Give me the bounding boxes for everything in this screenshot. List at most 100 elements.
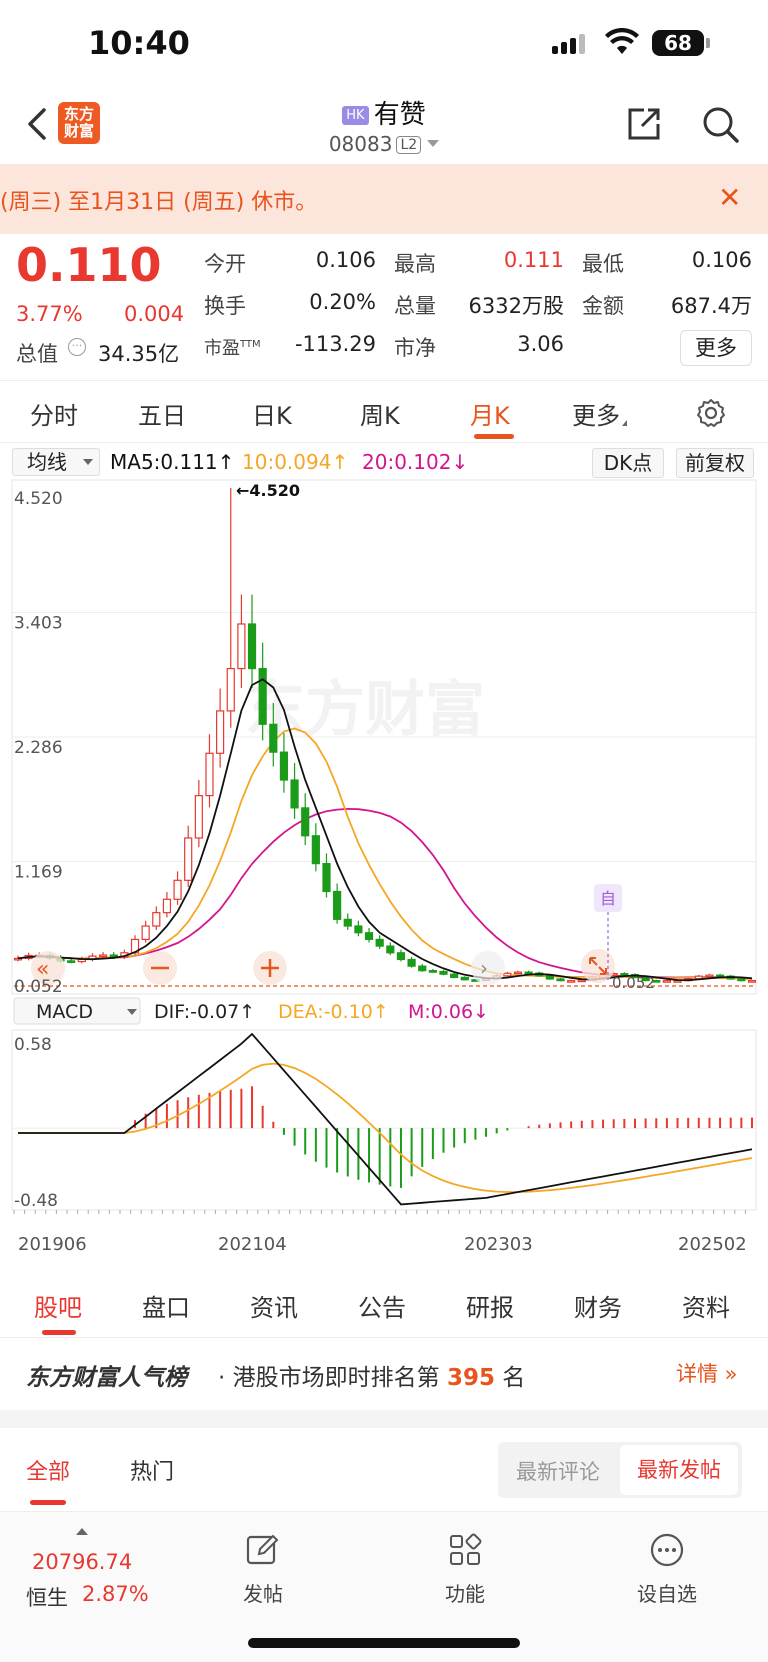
change-percent: 3.77%: [16, 302, 83, 326]
close-icon[interactable]: ✕: [718, 181, 742, 214]
indicator-select[interactable]: 均线: [12, 448, 100, 476]
brand-logo-icon[interactable]: 东方 财富: [58, 102, 100, 144]
grid-icon: [450, 1533, 482, 1565]
macd-frame: [11, 1029, 757, 1211]
zoom-in-button[interactable]: [253, 951, 287, 985]
y-tick-label: 4.520: [14, 489, 63, 509]
macd-select[interactable]: [13, 997, 141, 1025]
share-icon[interactable]: [624, 104, 664, 148]
tab-weekly-k[interactable]: 周K: [360, 402, 400, 430]
time-axis-ticks: [13, 1210, 746, 1214]
amount-value: 687.4万: [670, 294, 752, 318]
open-label: 今开: [204, 252, 246, 276]
ma10-label: 10:0.094↑: [242, 450, 349, 474]
ma5-label: MA5:0.111↑: [110, 450, 235, 474]
candle-body: [737, 978, 746, 982]
level-badge: L2: [396, 136, 422, 154]
scroll-left-button[interactable]: «: [31, 951, 65, 985]
zoom-out-button[interactable]: [143, 951, 177, 985]
candle-body: [216, 710, 225, 754]
candle-body: [747, 980, 757, 983]
tab-forum[interactable]: 股吧: [34, 1294, 82, 1322]
scroll-right-button[interactable]: ›: [471, 951, 505, 985]
stock-code-row[interactable]: 08083 L2: [0, 132, 768, 156]
tab-hot[interactable]: 热门: [130, 1460, 175, 1485]
x-tick-label: 202104: [218, 1234, 287, 1255]
y-tick-label: 3.403: [14, 614, 63, 634]
y-tick-label: 1.169: [14, 863, 63, 883]
self-select-marker[interactable]: 自: [594, 884, 622, 980]
tab-news[interactable]: 资讯: [250, 1294, 298, 1322]
period-tabs: 分时 五日 日K 周K 月K 更多: [0, 388, 768, 440]
edit-icon: [246, 1534, 279, 1565]
tab-orderbook[interactable]: 盘口: [142, 1294, 190, 1322]
tab-more[interactable]: 更多: [572, 396, 627, 431]
gear-icon[interactable]: [696, 398, 726, 432]
ma20-label: 20:0.102↓: [362, 450, 469, 474]
candle-body: [439, 970, 448, 975]
candle-body: [364, 932, 374, 941]
sort-latest-comment[interactable]: 最新评论: [516, 1460, 600, 1484]
tab-financials[interactable]: 财务: [574, 1294, 622, 1322]
candle-body: [205, 752, 214, 797]
tab-intraday[interactable]: 分时: [30, 402, 78, 430]
low-value: 0.106: [691, 248, 752, 272]
candle-body: [513, 971, 523, 975]
tab-daily-k[interactable]: 日K: [252, 402, 292, 430]
current-price-tag: 0.052: [612, 974, 655, 992]
pb-label: 市净: [394, 336, 436, 360]
tab-five-day[interactable]: 五日: [138, 402, 186, 430]
add-watchlist-button[interactable]: 设自选: [622, 1532, 712, 1607]
tab-research[interactable]: 研报: [466, 1294, 514, 1322]
tab-monthly-k[interactable]: 月K: [470, 402, 510, 430]
watermark: 东方财富: [245, 675, 485, 745]
current-price-axis-label: 0.052: [14, 977, 63, 997]
ma5-line: [17, 678, 753, 982]
rank-detail-link[interactable]: 详情 »: [676, 1362, 738, 1386]
pe-value: -113.29: [294, 332, 376, 356]
more-button[interactable]: 更多: [680, 330, 752, 366]
nav-bar: 东方 财富 HK 有赞 08083 L2: [0, 90, 768, 164]
candle-body: [141, 925, 150, 941]
price-axis-labels: 4.520 3.403 2.286 1.169: [14, 489, 63, 883]
popularity-rank-banner[interactable]: 东方财富人气榜 · 港股市场即时排名第 395 名 详情 »: [0, 1338, 768, 1410]
dk-point-button[interactable]: DK点: [592, 448, 664, 478]
tab-all[interactable]: 全部: [26, 1460, 71, 1485]
post-button[interactable]: 发帖: [218, 1532, 308, 1607]
svg-text:自: 自: [600, 889, 616, 908]
search-icon[interactable]: [700, 104, 740, 148]
candle-body: [577, 979, 586, 983]
info-icon[interactable]: ···: [68, 338, 86, 356]
tab-announcements[interactable]: 公告: [358, 1294, 406, 1322]
adjust-button[interactable]: 前复权: [676, 448, 754, 478]
back-icon[interactable]: [22, 104, 52, 144]
sort-toggle: 最新评论 最新发帖: [498, 1442, 742, 1498]
candle-body: [503, 972, 512, 977]
index-name: 恒生: [26, 1586, 68, 1610]
quote-panel: 0.110 3.77% 0.004 总值 ··· 34.35亿 今开 0.106…: [0, 234, 768, 380]
battery-icon: 68: [652, 30, 704, 56]
functions-button[interactable]: 功能: [420, 1532, 510, 1607]
svg-text:›: ›: [480, 956, 488, 980]
macd-max-label: 0.58: [14, 1035, 52, 1055]
divider: [0, 442, 768, 443]
section-tabs: 股吧 盘口 资讯 公告 研报 财务 资料: [0, 1278, 768, 1338]
candle-body: [279, 751, 289, 781]
pe-label: 市盈TTM: [204, 338, 261, 359]
kline-chart[interactable]: 东方财富 4.520 3.403 2.286 1.169 ←4.520 « › 0.0…: [0, 478, 768, 1268]
candle-body: [301, 807, 310, 837]
volume-value: 6332万股: [468, 294, 564, 318]
section-gap: [0, 1410, 768, 1428]
sort-latest-post[interactable]: 最新发帖: [620, 1445, 738, 1495]
max-price-label: ←4.520: [236, 481, 300, 500]
candle-body: [322, 863, 331, 893]
tab-profile[interactable]: 资料: [682, 1294, 730, 1322]
candle-body: [524, 971, 533, 975]
macd-min-label: -0.48: [14, 1191, 58, 1211]
candle-body: [343, 918, 352, 927]
candle-body: [162, 898, 172, 914]
fullscreen-button[interactable]: [581, 949, 615, 983]
stock-title[interactable]: HK 有赞: [0, 94, 768, 131]
cellular-signal-icon: [552, 34, 588, 54]
candle-body: [641, 976, 650, 982]
